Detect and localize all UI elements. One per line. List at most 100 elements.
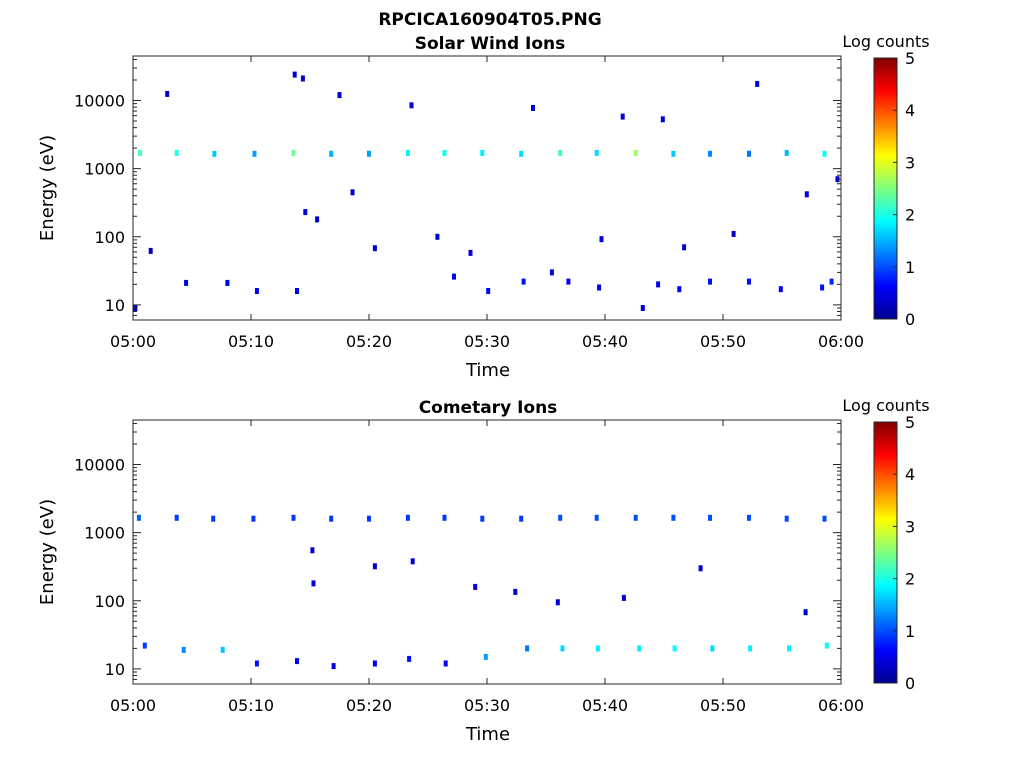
data-pixels xyxy=(136,514,829,670)
spectrogram-cell xyxy=(521,278,526,285)
y-tick-label: 10 xyxy=(105,660,125,679)
spectrogram-cell xyxy=(303,209,308,216)
spectrogram-cell xyxy=(174,149,179,156)
colorbar xyxy=(873,57,898,320)
spectrogram-cell xyxy=(597,284,602,291)
spectrogram-cell xyxy=(804,191,809,198)
spectrogram-cell xyxy=(292,71,297,78)
x-tick-label: 05:30 xyxy=(464,696,510,715)
x-tick-label: 05:00 xyxy=(110,332,156,351)
spectrogram-cell xyxy=(174,514,179,521)
y-tick-label: 1000 xyxy=(84,524,125,543)
spectrogram-cell xyxy=(212,150,217,157)
x-tick-label: 05:10 xyxy=(228,696,274,715)
y-axis-label: Energy (eV) xyxy=(37,135,58,241)
spectrogram-cell xyxy=(337,92,342,99)
spectrogram-cell xyxy=(778,286,783,293)
spectrogram-cell xyxy=(405,149,410,156)
spectrogram-cell xyxy=(820,284,825,291)
spectrogram-cell xyxy=(409,102,414,109)
spectrogram-cell xyxy=(254,660,259,667)
spectrogram-cell xyxy=(660,116,665,123)
spectrogram-cell xyxy=(671,150,676,157)
spectrogram-cell xyxy=(291,149,296,156)
spectrogram-cell xyxy=(252,150,257,157)
spectrogram-cell xyxy=(829,278,834,285)
spectrogram-cell xyxy=(329,515,334,522)
spectrogram-cell xyxy=(513,588,518,595)
spectrogram-cell xyxy=(594,514,599,521)
spectrogram-cell xyxy=(731,230,736,237)
spectrogram-cell xyxy=(637,645,642,652)
spectrogram-cell xyxy=(566,278,571,285)
spectrogram-cell xyxy=(824,642,829,649)
colorbar-tick-label: 2 xyxy=(905,206,915,225)
spectrogram-cell xyxy=(136,514,141,521)
spectrogram-cell xyxy=(595,645,600,652)
spectrogram-cell xyxy=(682,244,687,251)
spectrogram-cell xyxy=(672,645,677,652)
solar-wind-panel: Solar Wind Ions 05:00 05:10 05:20 05:30 05:4… xyxy=(37,32,930,381)
y-tick-label: 10000 xyxy=(74,456,125,475)
spectrogram-cell xyxy=(555,599,560,606)
colorbar-tick-label: 5 xyxy=(905,49,915,68)
spectrogram-cell xyxy=(442,149,447,156)
spectrogram-cell xyxy=(656,281,661,288)
spectrogram-cell xyxy=(225,279,230,286)
spectrogram-cell xyxy=(138,149,143,156)
spectrogram-cell xyxy=(300,75,305,82)
spectrogram-cell xyxy=(220,646,225,653)
spectrogram-cell xyxy=(708,514,712,521)
cometary-panel: Cometary Ions 05:00 05:10 05:20 05:30 05:40 0… xyxy=(37,396,930,745)
spectrogram-cell xyxy=(329,150,334,157)
figure-filename: RPCICA160904T05.PNG xyxy=(378,10,601,30)
colorbar-tick-label: 2 xyxy=(905,570,915,589)
spectrogram-cell xyxy=(747,514,751,521)
spectrogram-cell xyxy=(367,515,371,522)
spectrogram-cell xyxy=(784,149,789,156)
x-ticks: 05:00 05:10 05:20 05:30 05:40 05:50 06:00 xyxy=(110,56,864,351)
y-tick-label: 100 xyxy=(94,592,125,611)
spectrogram-cell xyxy=(784,515,789,522)
colorbar-tick-label: 1 xyxy=(905,258,915,277)
spectrogram-cell xyxy=(410,558,415,565)
spectrogram-cell xyxy=(291,514,296,521)
spectrogram-cell xyxy=(486,288,491,294)
spectrogram-cell xyxy=(677,286,682,293)
spectrogram-cell xyxy=(620,113,625,120)
spectrogram-cell xyxy=(473,583,478,590)
spectrogram-cell xyxy=(148,247,153,254)
x-tick-label: 06:00 xyxy=(818,696,864,715)
spectrogram-cell xyxy=(621,594,626,601)
spectrogram-cell xyxy=(295,658,299,665)
spectrogram-cell xyxy=(407,655,412,662)
spectrogram-cell xyxy=(599,236,604,243)
spectrogram-cell xyxy=(822,515,827,522)
x-tick-label: 05:50 xyxy=(700,696,746,715)
spectrogram-cell xyxy=(531,104,535,111)
spectrogram-cell xyxy=(755,80,760,87)
colorbar-ticks: 0 1 2 3 4 5 xyxy=(893,413,915,693)
spectrogram-cell xyxy=(184,279,189,286)
spectrogram-cell xyxy=(435,233,440,240)
spectrogram-cell xyxy=(443,660,448,667)
spectrogram-cell xyxy=(211,515,216,522)
colorbar-tick-label: 4 xyxy=(905,101,915,120)
colorbar-tick-label: 1 xyxy=(905,622,915,641)
spectrogram-cell xyxy=(254,288,259,294)
spectrogram-cell xyxy=(708,150,712,157)
data-pixels xyxy=(133,71,840,311)
spectrogram-cell xyxy=(295,288,299,294)
spectrogram-cell xyxy=(671,514,676,521)
plot-frame xyxy=(132,419,842,685)
spectrogram-cell xyxy=(372,563,377,570)
spectrogram-cell xyxy=(594,149,599,156)
spectrogram-cell xyxy=(822,150,827,157)
colorbar-label: Log counts xyxy=(842,396,929,415)
spectrogram-cell xyxy=(558,149,563,156)
spectrogram-cell xyxy=(350,189,355,196)
spectrogram-cell xyxy=(560,645,565,652)
spectrogram-cell xyxy=(748,645,753,652)
spectrogram-cell xyxy=(251,515,256,522)
